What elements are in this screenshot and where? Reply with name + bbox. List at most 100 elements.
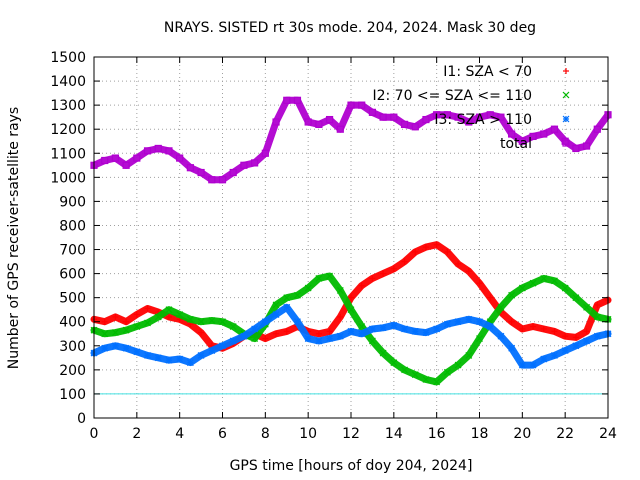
- data-point-s3-p43: [550, 125, 559, 133]
- data-point-s2-p32: [433, 325, 441, 333]
- data-point-s1-p24: [347, 306, 355, 314]
- x-tick-label: 18: [471, 426, 489, 442]
- x-tick-label: 16: [428, 426, 446, 442]
- y-axis-ticks: 0 100 200 300 400 500 600 700 800 900 1000 1100 1200…: [50, 50, 608, 427]
- data-point-s3-p40: [518, 137, 526, 145]
- x-tick-label: 20: [513, 426, 531, 442]
- data-point-s2-p16: [261, 318, 269, 326]
- data-point-s3-p16: [261, 149, 269, 157]
- data-point-s3-p17: [272, 118, 280, 126]
- data-point-s2-p46: [583, 337, 591, 345]
- data-point-s1-p27: [379, 349, 387, 357]
- data-point-s2-p10: [197, 352, 205, 359]
- data-point-s3-p26: [368, 108, 377, 116]
- data-point-s0-p27: [380, 270, 387, 277]
- data-point-s3-p13: [229, 168, 237, 177]
- data-point-s1-p45: [572, 294, 580, 302]
- data-point-s0-p39: [508, 318, 515, 325]
- data-point-s1-p7: [165, 306, 173, 314]
- series-band-3: [90, 96, 612, 184]
- data-point-s1-p17: [272, 301, 280, 309]
- data-point-s1-p47: [593, 313, 601, 321]
- data-point-s2-p42: [540, 355, 548, 363]
- data-point-s2-p35: [465, 315, 473, 323]
- data-point-s2-p2: [111, 342, 119, 350]
- data-point-s3-p38: [497, 113, 505, 121]
- data-point-s1-p30: [411, 371, 419, 379]
- data-point-s2-p17: [272, 311, 280, 318]
- legend-label: I3: SZA > 110: [434, 112, 532, 128]
- legend-label: I2: 70 <= SZA <= 110: [372, 88, 532, 104]
- data-point-s3-p2: [111, 154, 120, 162]
- data-point-s3-p19: [293, 96, 302, 104]
- y-tick-label: 200: [59, 363, 86, 379]
- x-tick-label: 2: [132, 426, 141, 442]
- data-point-s0-p4: [133, 311, 140, 318]
- data-point-s1-p38: [497, 303, 505, 311]
- data-point-s3-p27: [379, 113, 387, 121]
- y-tick-label: 0: [77, 411, 86, 427]
- data-point-s0-p3: [123, 318, 130, 325]
- data-point-s2-p38: [497, 332, 505, 340]
- data-point-s0-p18: [283, 328, 290, 335]
- data-point-s2-p34: [454, 318, 462, 326]
- data-point-s0-p16: [262, 335, 269, 342]
- data-point-s3-p4: [133, 154, 141, 162]
- data-point-s3-p6: [154, 144, 162, 153]
- data-point-s2-p24: [347, 327, 355, 335]
- data-point-s3-p33: [443, 111, 451, 119]
- data-point-s3-p42: [540, 130, 548, 138]
- data-point-s1-p18: [283, 294, 291, 302]
- data-point-s2-p13: [229, 337, 237, 345]
- y-tick-label: 100: [59, 387, 86, 403]
- data-point-s3-p9: [186, 164, 194, 172]
- data-point-s2-p1: [101, 344, 109, 352]
- data-point-s0-p10: [198, 329, 205, 336]
- data-point-s3-p25: [358, 101, 366, 109]
- x-tick-label: 22: [556, 426, 574, 442]
- data-point-s0-p32: [433, 241, 440, 248]
- x-tick-label: 12: [342, 426, 360, 442]
- data-point-s2-p3: [122, 344, 130, 352]
- data-point-s3-p21: [315, 120, 323, 128]
- x-tick-label: 0: [90, 426, 99, 442]
- data-point-s3-p10: [197, 168, 205, 177]
- x-axis-label: GPS time [hours of doy 204, 2024]: [230, 458, 473, 474]
- y-tick-label: 1300: [50, 98, 86, 114]
- data-point-s3-p22: [325, 115, 334, 124]
- data-point-s2-p47: [593, 332, 601, 340]
- data-point-s3-p30: [411, 123, 419, 131]
- data-point-s1-p12: [219, 318, 226, 326]
- data-point-s0-p25: [358, 282, 365, 289]
- data-point-s2-p4: [133, 348, 141, 356]
- data-point-s1-p20: [304, 284, 312, 292]
- data-point-s0-p1: [101, 318, 108, 325]
- data-point-s2-p25: [358, 330, 366, 338]
- data-point-s0-p46: [583, 328, 590, 335]
- data-point-s3-p20: [304, 118, 312, 126]
- data-point-s1-p15: [251, 335, 259, 343]
- data-point-s1-p4: [133, 323, 141, 330]
- data-point-s3-p7: [165, 147, 173, 155]
- y-tick-label: 1400: [50, 74, 86, 90]
- data-point-s1-p11: [208, 317, 216, 324]
- y-axis-label: Number of GPS receiver-satellite rays: [6, 107, 22, 369]
- data-point-s0-p43: [551, 328, 558, 335]
- x-tick-label: 4: [175, 426, 184, 442]
- x-tick-label: 24: [599, 426, 617, 442]
- data-point-s1-p9: [186, 315, 194, 323]
- y-tick-label: 400: [59, 315, 86, 331]
- data-point-s3-p36: [475, 113, 484, 121]
- data-point-s2-p45: [572, 342, 580, 350]
- data-point-s0-p24: [348, 294, 354, 301]
- data-point-s1-p46: [583, 303, 591, 311]
- data-point-s0-p42: [540, 325, 547, 332]
- data-point-s3-p39: [508, 130, 516, 138]
- data-point-s3-p11: [208, 176, 216, 184]
- data-point-s1-p41: [529, 279, 537, 287]
- legend-marker: [562, 139, 570, 147]
- data-point-s2-p11: [208, 347, 216, 355]
- data-point-s0-p22: [326, 328, 333, 335]
- data-point-s0-p41: [530, 323, 537, 330]
- data-point-s1-p13: [229, 323, 237, 330]
